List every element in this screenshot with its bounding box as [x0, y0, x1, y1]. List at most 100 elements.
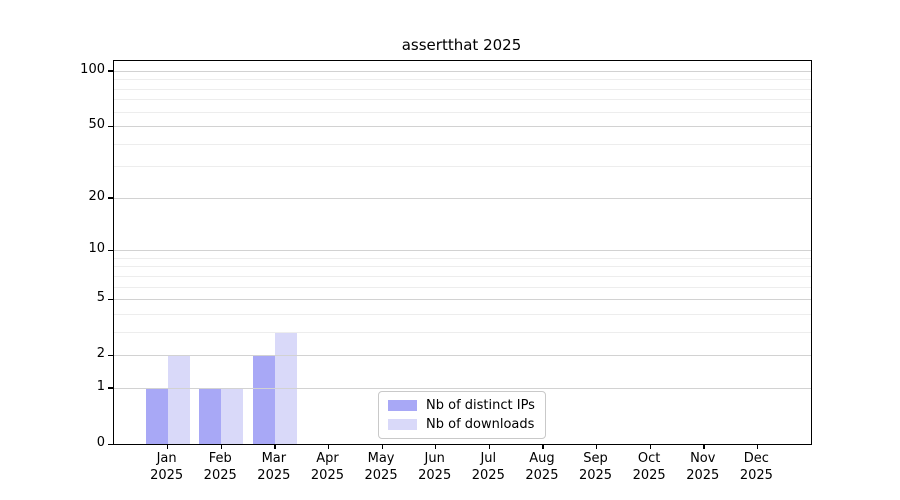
major-gridline	[114, 355, 811, 357]
x-tick-month: Jun	[424, 451, 445, 466]
legend: Nb of distinct IPs Nb of downloads	[378, 391, 546, 439]
x-tick-year: 2025	[364, 467, 398, 483]
legend-swatch-downloads	[388, 419, 417, 430]
x-tick-mark	[381, 444, 383, 449]
x-tick-month: Oct	[637, 451, 661, 466]
bar-distinct-ips	[145, 387, 168, 444]
bar-downloads	[167, 355, 190, 444]
x-tick-month: Apr	[316, 451, 339, 466]
x-tick-label: Nov 2025	[668, 451, 738, 484]
y-tick-mark	[107, 249, 113, 251]
x-tick-year: 2025	[150, 467, 184, 483]
legend-label-downloads: Nb of downloads	[426, 417, 535, 432]
x-tick-label: Oct 2025	[614, 451, 684, 484]
x-tick-label: May 2025	[346, 451, 416, 484]
major-gridline	[114, 250, 811, 252]
minor-gridline	[114, 313, 811, 315]
x-tick-month: Aug	[529, 451, 555, 466]
x-tick-mark	[703, 444, 705, 449]
bar-distinct-ips	[199, 387, 222, 444]
x-tick-mark	[220, 444, 223, 449]
y-tick-mark	[107, 354, 113, 356]
x-tick-mark	[274, 444, 276, 449]
y-tick-label: 100	[80, 61, 105, 77]
y-tick-mark	[107, 70, 113, 72]
x-tick-label: Sep 2025	[561, 451, 631, 484]
y-tick-mark	[107, 197, 113, 199]
legend-label-distinct-ips: Nb of distinct IPs	[426, 398, 535, 413]
minor-gridline	[114, 88, 811, 90]
minor-gridline	[114, 257, 811, 259]
x-tick-mark	[756, 444, 759, 449]
y-tick-label: 20	[88, 188, 105, 204]
minor-gridline	[114, 266, 811, 268]
minor-gridline	[114, 143, 811, 145]
major-gridline	[114, 126, 811, 128]
minor-gridline	[114, 275, 811, 277]
x-tick-label: Jan 2025	[132, 451, 202, 484]
legend-item-downloads: Nb of downloads	[388, 416, 535, 433]
y-axis-labels: 100 50 20 10 5 2 1 0	[0, 60, 105, 450]
x-tick-year: 2025	[418, 467, 452, 483]
x-tick-month: Mar	[261, 451, 287, 466]
x-tick-year: 2025	[632, 467, 666, 483]
x-tick-month: Sep	[583, 451, 608, 466]
major-gridline	[114, 70, 811, 72]
y-tick-mark	[107, 298, 113, 300]
major-gridline	[114, 387, 811, 389]
major-gridline	[114, 299, 811, 301]
x-tick-label: Apr 2025	[292, 451, 362, 484]
x-tick-mark	[167, 444, 169, 449]
y-tick-label: 0	[96, 435, 105, 450]
x-tick-month: Feb	[208, 451, 232, 466]
x-tick-mark	[488, 444, 491, 449]
y-tick-mark	[107, 125, 113, 127]
minor-gridline	[114, 331, 811, 333]
x-tick-month: May	[367, 451, 395, 466]
x-tick-mark	[596, 444, 598, 449]
legend-item-distinct-ips: Nb of distinct IPs	[388, 397, 535, 414]
x-tick-label: Jul 2025	[453, 451, 523, 484]
bar-distinct-ips	[252, 355, 275, 444]
x-tick-mark	[649, 444, 651, 449]
x-tick-mark	[542, 444, 544, 449]
y-tick-mark	[107, 443, 113, 445]
x-tick-month: Dec	[743, 451, 769, 466]
y-tick-label: 2	[96, 346, 105, 362]
x-tick-mark	[435, 444, 437, 449]
x-tick-mark	[327, 444, 330, 449]
y-tick-label: 1	[96, 378, 105, 394]
x-tick-label: Aug 2025	[507, 451, 577, 484]
x-tick-month: Jul	[480, 451, 497, 466]
x-tick-year: 2025	[739, 467, 773, 483]
x-tick-year: 2025	[310, 467, 344, 483]
y-tick-label: 50	[88, 117, 105, 133]
x-tick-month: Nov	[690, 451, 716, 466]
x-tick-label: Dec 2025	[721, 451, 791, 484]
major-gridline	[114, 197, 811, 199]
x-tick-year: 2025	[471, 467, 505, 483]
x-tick-month: Jan	[156, 451, 177, 466]
chart-title: assertthat 2025	[401, 36, 522, 54]
minor-gridline	[114, 286, 811, 288]
x-tick-label: Feb 2025	[185, 451, 255, 484]
minor-gridline	[114, 166, 811, 168]
legend-swatch-distinct-ips	[388, 400, 417, 411]
bar-downloads	[221, 387, 244, 444]
x-axis-labels: Jan 2025 Feb 2025 Mar 2025 Apr 2025 May 2025 Jun 20…	[113, 443, 810, 493]
x-tick-label: Mar 2025	[239, 451, 309, 484]
y-tick-label: 5	[96, 290, 105, 306]
minor-gridline	[114, 79, 811, 81]
minor-gridline	[114, 111, 811, 113]
axes	[107, 60, 812, 449]
y-tick-mark	[107, 387, 113, 389]
minor-gridline	[114, 99, 811, 101]
x-tick-year: 2025	[578, 467, 613, 483]
x-tick-year: 2025	[686, 467, 720, 483]
x-tick-label: Jun 2025	[400, 451, 470, 484]
x-tick-year: 2025	[525, 467, 559, 483]
y-tick-label: 10	[88, 241, 105, 257]
x-tick-year: 2025	[257, 467, 291, 483]
x-tick-year: 2025	[203, 467, 237, 483]
